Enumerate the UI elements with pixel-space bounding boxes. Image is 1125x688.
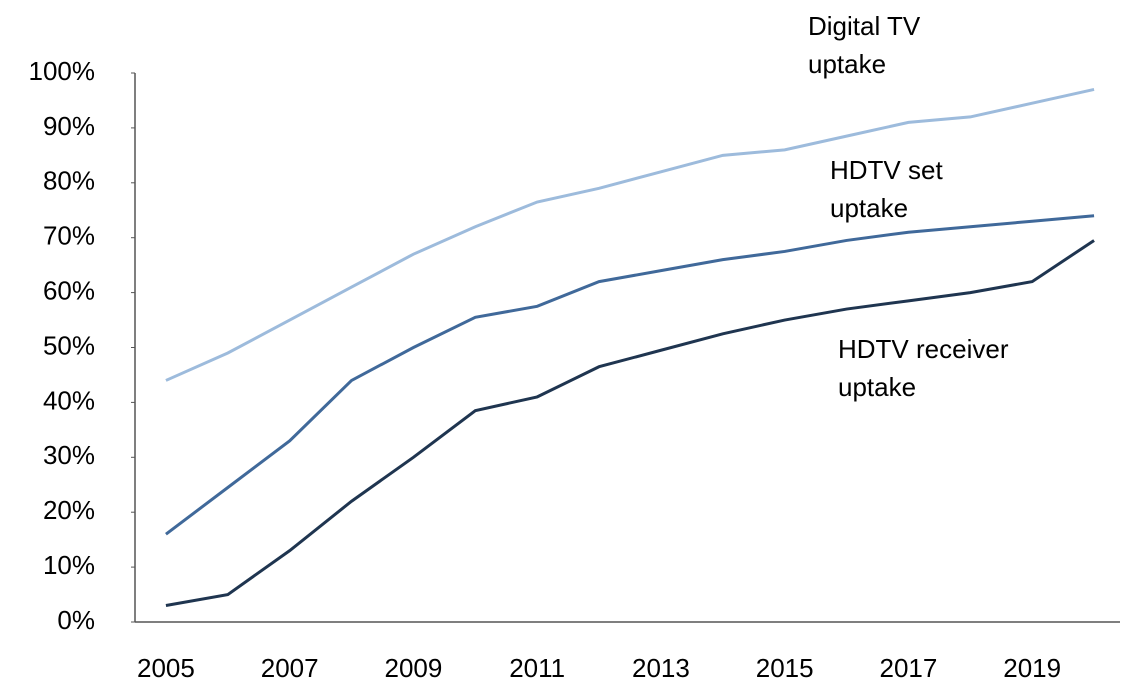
x-tick-label: 2013	[632, 653, 690, 683]
y-tick-label: 30%	[43, 440, 95, 470]
x-tick-label: 2007	[261, 653, 319, 683]
x-tick-label: 2005	[137, 653, 195, 683]
y-tick-label: 40%	[43, 385, 95, 415]
y-tick-label: 100%	[29, 56, 96, 86]
y-tick-label: 90%	[43, 111, 95, 141]
x-tick-label: 2009	[385, 653, 443, 683]
y-tick-label: 50%	[43, 330, 95, 360]
y-tick-label: 80%	[43, 166, 95, 196]
series-line	[165, 239, 1095, 608]
series-line	[165, 214, 1095, 536]
series-line	[165, 88, 1095, 382]
x-tick-label: 2011	[509, 653, 565, 683]
series-label: HDTV receiver	[838, 334, 1009, 364]
x-tick-label: 2017	[880, 653, 938, 683]
series-label: HDTV set	[830, 155, 943, 185]
series-label: Digital TV	[808, 11, 921, 41]
y-tick-label: 20%	[43, 495, 95, 525]
series-label: uptake	[830, 193, 908, 223]
y-tick-label: 60%	[43, 275, 95, 305]
x-tick-label: 2015	[756, 653, 814, 683]
y-tick-label: 70%	[43, 221, 95, 251]
y-tick-label: 10%	[43, 550, 95, 580]
series-label: uptake	[808, 49, 886, 79]
x-tick-label: 2019	[1003, 653, 1061, 683]
y-tick-label: 0%	[57, 605, 95, 635]
series-label: uptake	[838, 372, 916, 402]
